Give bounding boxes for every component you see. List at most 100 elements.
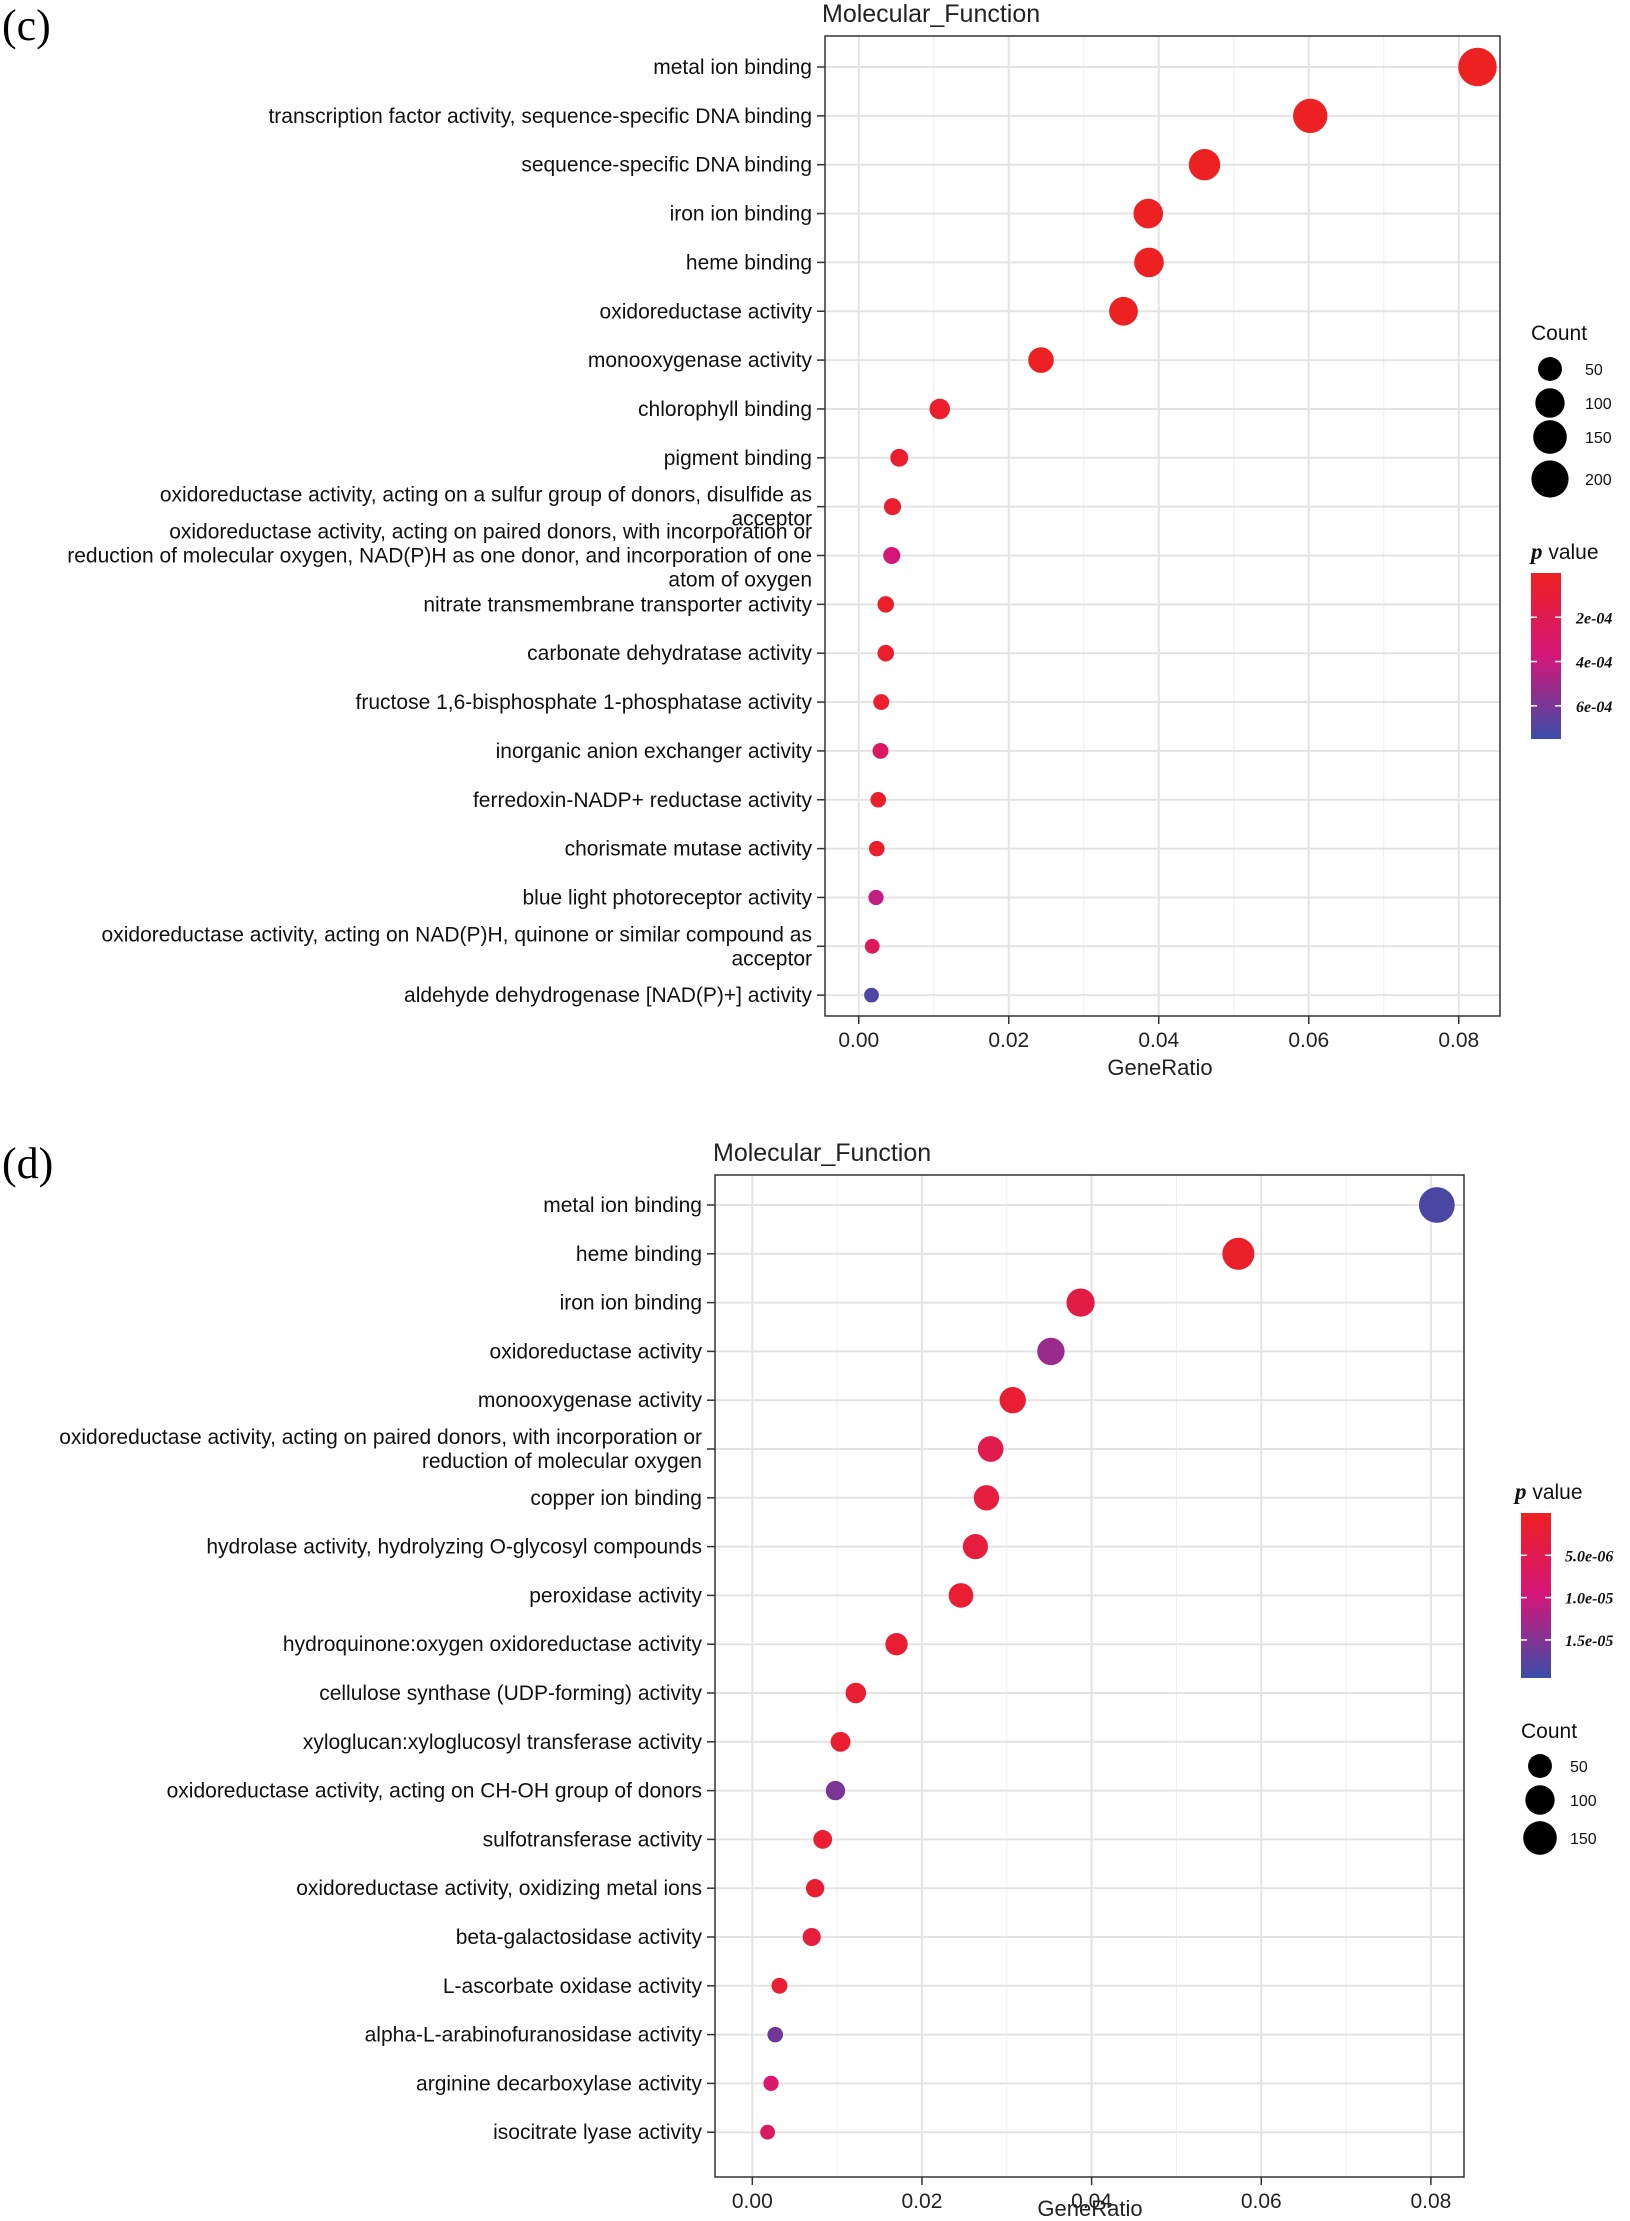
- data-point: [1458, 47, 1497, 87]
- category-label: oxidoreductase activity, acting on paire…: [59, 1426, 702, 1449]
- data-point: [999, 1387, 1026, 1414]
- category-label: oxidoreductase activity, acting on NAD(P…: [102, 923, 812, 946]
- data-point: [870, 791, 887, 808]
- category-label: acceptor: [731, 947, 812, 970]
- color-legend-title-rest: value: [1527, 1481, 1583, 1504]
- category-label: monooxygenase activity: [588, 349, 813, 372]
- data-point: [1188, 149, 1221, 181]
- category-label: inorganic anion exchanger activity: [496, 740, 813, 763]
- data-point: [1028, 347, 1054, 373]
- category-label: arginine decarboxylase activity: [416, 2072, 702, 2095]
- data-point: [877, 596, 895, 613]
- x-axis-title: GeneRatio: [1037, 2196, 1142, 2221]
- colorbar-label: 1.5e-05: [1565, 1633, 1613, 1650]
- colorbar-label: 1.0e-05: [1565, 1591, 1613, 1608]
- x-tick-label: 0.06: [1241, 2190, 1282, 2213]
- size-legend-key: [1533, 420, 1567, 454]
- data-point: [1066, 1288, 1095, 1317]
- category-label: aldehyde dehydrogenase [NAD(P)+] activit…: [404, 984, 812, 1007]
- size-legend-label: 150: [1585, 430, 1612, 447]
- size-legend-label: 200: [1585, 472, 1612, 489]
- data-point: [825, 1780, 846, 1801]
- category-label: transcription factor activity, sequence-…: [268, 105, 812, 128]
- category-label: ferredoxin-NADP+ reductase activity: [473, 789, 813, 812]
- category-label: reduction of molecular oxygen, NAD(P)H a…: [67, 545, 812, 568]
- x-tick-label: 0.02: [988, 1029, 1029, 1052]
- data-point: [1037, 1337, 1065, 1366]
- plot-border: [824, 35, 1501, 1017]
- category-label: sulfotransferase activity: [483, 1828, 703, 1851]
- data-point: [771, 1977, 788, 1994]
- category-label: reduction of molecular oxygen: [422, 1450, 702, 1473]
- colorbar-label: 2e-04: [1575, 610, 1612, 627]
- category-label: oxidoreductase activity, acting on a sul…: [160, 484, 812, 507]
- category-label: iron ion binding: [670, 203, 812, 226]
- size-legend-key: [1523, 1821, 1557, 1855]
- colorbar-label: 5.0e-06: [1565, 1548, 1613, 1565]
- chart-title: Molecular_Function: [822, 0, 1040, 28]
- color-legend-title-rest: value: [1543, 541, 1599, 564]
- category-label: metal ion binding: [543, 1194, 702, 1217]
- color-legend-title: p value: [1529, 539, 1599, 564]
- size-legend-label: 100: [1585, 396, 1612, 413]
- x-axis-title: GeneRatio: [1107, 1055, 1212, 1080]
- data-point: [805, 1879, 825, 1898]
- x-tick-label: 0.00: [838, 1029, 879, 1052]
- size-legend-title: Count: [1531, 322, 1587, 345]
- size-legend-title: Count: [1521, 1720, 1577, 1743]
- category-label: L-ascorbate oxidase activity: [443, 1975, 703, 1998]
- category-label: fructose 1,6-bisphosphate 1-phosphatase …: [356, 691, 813, 714]
- category-label: iron ion binding: [560, 1292, 702, 1315]
- data-point: [868, 840, 885, 857]
- chart-title: Molecular_Function: [713, 1139, 931, 1167]
- data-point: [813, 1830, 833, 1849]
- data-point: [864, 987, 879, 1003]
- category-label: heme binding: [686, 251, 812, 274]
- category-label: carbonate dehydratase activity: [527, 642, 812, 665]
- category-label: blue light photoreceptor activity: [523, 886, 813, 909]
- data-point: [883, 498, 902, 516]
- size-legend-key: [1528, 1754, 1552, 1778]
- data-point: [760, 2124, 775, 2140]
- data-point: [767, 2026, 784, 2043]
- panel-letter: (c): [2, 1, 51, 50]
- category-label: oxidoreductase activity, acting on paire…: [169, 521, 812, 544]
- data-point: [868, 889, 884, 906]
- size-legend-label: 150: [1570, 1831, 1597, 1848]
- category-label: oxidoreductase activity, acting on CH-OH…: [167, 1780, 702, 1803]
- data-point: [845, 1682, 867, 1704]
- data-point: [1418, 1187, 1455, 1223]
- category-label: xyloglucan:xyloglucosyl transferase acti…: [303, 1731, 703, 1754]
- size-legend-label: 50: [1585, 362, 1603, 379]
- data-point: [872, 742, 889, 759]
- plot-background: [825, 36, 1500, 1016]
- data-point: [977, 1436, 1004, 1462]
- category-label: atom of oxygen: [668, 569, 812, 592]
- colorbar: [1521, 1513, 1551, 1678]
- data-point: [1293, 98, 1328, 134]
- colorbar-label: 6e-04: [1576, 699, 1612, 716]
- category-label: hydroquinone:oxygen oxidoreductase activ…: [283, 1633, 703, 1656]
- category-label: hydrolase activity, hydrolyzing O-glycos…: [206, 1536, 702, 1559]
- data-point: [864, 938, 880, 954]
- category-label: metal ion binding: [653, 56, 812, 79]
- size-legend-label: 100: [1570, 1793, 1597, 1810]
- data-point: [883, 546, 901, 565]
- data-point: [873, 694, 890, 711]
- x-tick-label: 0.04: [1071, 2190, 1112, 2213]
- color-legend-title-italic: p: [1529, 539, 1543, 564]
- data-point: [973, 1485, 1000, 1511]
- size-legend-key: [1538, 357, 1562, 381]
- category-label: copper ion binding: [530, 1487, 702, 1510]
- panel-letter: (d): [2, 1139, 53, 1188]
- category-label: alpha-L-arabinofuranosidase activity: [365, 2024, 703, 2047]
- data-point: [1222, 1237, 1255, 1270]
- data-point: [1133, 198, 1164, 229]
- category-label: sequence-specific DNA binding: [521, 154, 812, 177]
- data-point: [802, 1927, 821, 1947]
- size-legend-label: 50: [1570, 1759, 1588, 1776]
- data-point: [877, 644, 895, 662]
